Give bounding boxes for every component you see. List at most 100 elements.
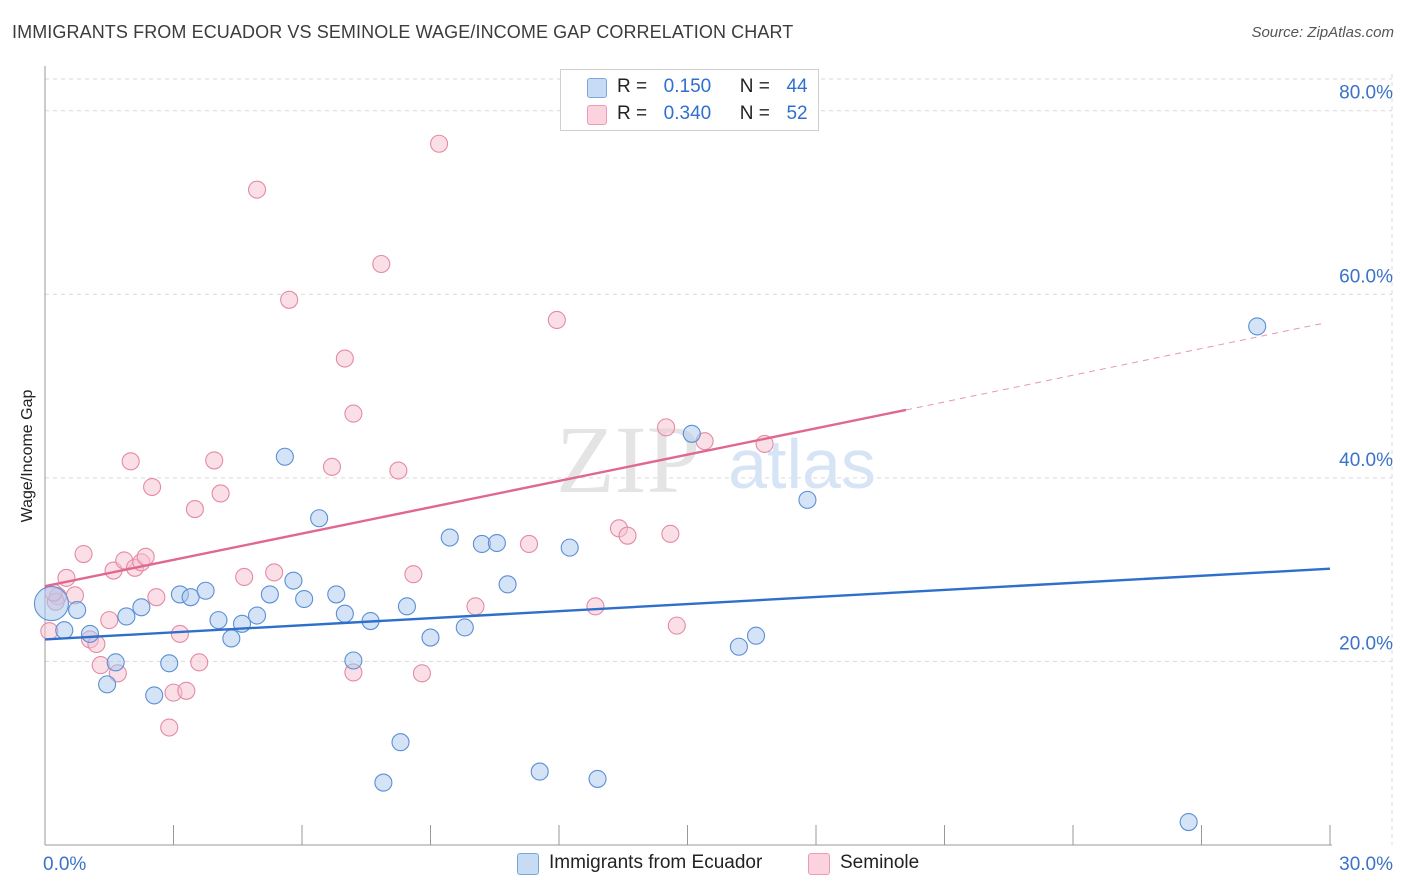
ecuador-point [209, 611, 228, 630]
seminole-point [547, 310, 566, 330]
seminole-point [100, 611, 119, 630]
x-tick-label: 30.0% [1339, 854, 1393, 875]
seminole-point [40, 622, 59, 641]
ecuador-point [560, 538, 579, 557]
seminole-point [211, 484, 230, 503]
ecuador-point [181, 588, 200, 607]
legend-label-ecuador: Immigrants from Ecuador [549, 852, 763, 873]
seminole-points [40, 134, 774, 737]
legend-swatch-ecuador [517, 853, 539, 875]
seminole-point [618, 526, 637, 545]
ecuador-point [284, 571, 303, 590]
chart-title: IMMIGRANTS FROM ECUADOR VS SEMINOLE WAGE… [12, 22, 794, 42]
seminole-point [335, 349, 354, 368]
seminole-point [185, 500, 204, 519]
ecuador-point [397, 597, 416, 616]
ecuador-point [196, 581, 215, 600]
ecuador-points [33, 317, 1267, 832]
axes [44, 66, 1332, 846]
ecuador-point [260, 585, 279, 604]
n-value: 52 [786, 103, 808, 124]
seminole-point [322, 457, 342, 476]
r-label: R = [617, 103, 648, 124]
legend-label-seminole: Seminole [840, 852, 920, 873]
seminole-point [519, 534, 539, 553]
watermark-zip: ZIP [556, 406, 700, 513]
seminole-point [661, 524, 680, 543]
ecuador-point [530, 762, 549, 781]
seminole-point [190, 653, 209, 672]
ecuador-point [440, 528, 459, 547]
seminole-point [404, 565, 423, 584]
ecuador-trend-line [44, 567, 1331, 641]
watermark-atlas: atlas [728, 425, 876, 503]
correlation-legend: R = 0.150 N = 44 R = 0.340 N = 52 [560, 69, 819, 131]
seminole-point [265, 563, 284, 582]
seminole-point [235, 567, 254, 587]
ecuador-point [421, 628, 440, 647]
tick-labels: 20.0% 40.0% 60.0% 80.0% 0.0% 30.0% [43, 83, 1393, 875]
seminole-point [177, 681, 196, 700]
ecuador-point [498, 575, 517, 594]
ecuador-point [374, 773, 393, 792]
seminole-point [667, 616, 686, 635]
ecuador-point [106, 653, 125, 672]
seminole-point [430, 134, 449, 153]
ecuador-point [798, 490, 817, 509]
seminole-point [657, 418, 676, 437]
seminole-point [344, 404, 363, 423]
seminole-point [160, 718, 179, 737]
ecuador-point [344, 651, 363, 670]
ecuador-point [33, 586, 69, 622]
y-tick-label: 20.0% [1339, 633, 1393, 654]
seminole-point [412, 664, 431, 683]
y-tick-label: 60.0% [1339, 266, 1393, 287]
seminole-point [372, 254, 391, 274]
ecuador-point [327, 585, 346, 604]
n-label: N = [739, 103, 770, 124]
seminole-point [91, 656, 110, 675]
seminole-point [121, 452, 140, 471]
y-tick-label: 80.0% [1339, 83, 1393, 104]
ecuador-point [295, 589, 314, 609]
seminole-point [170, 624, 189, 643]
source-label: Source: ZipAtlas.com [1251, 24, 1394, 41]
ecuador-point [1248, 317, 1267, 336]
y-tick-label: 40.0% [1339, 450, 1393, 471]
legend-swatch-seminole [587, 105, 607, 125]
ecuador-point [487, 533, 506, 553]
ecuador-point [588, 769, 607, 788]
r-value: 0.150 [663, 76, 712, 97]
n-label: N = [739, 76, 770, 97]
ecuador-point [117, 607, 136, 626]
seminole-trend-extension [905, 322, 1326, 411]
ecuador-point [455, 618, 474, 637]
seminole-point [389, 461, 408, 480]
ecuador-point [472, 534, 491, 553]
ecuador-point [746, 626, 766, 645]
ecuador-point [98, 675, 117, 694]
n-value: 44 [786, 76, 808, 97]
trend-lines [44, 322, 1331, 641]
gridlines [45, 74, 1393, 845]
ecuador-point [391, 733, 410, 752]
seminole-point [247, 180, 267, 199]
seminole-point [143, 477, 162, 497]
ecuador-point [275, 447, 294, 466]
ecuador-point [310, 509, 329, 528]
legend-stats-seminole: R = 0.340 N = 52 [617, 103, 808, 125]
r-value: 0.340 [663, 103, 712, 124]
ecuador-point [68, 600, 87, 620]
seminole-point [147, 588, 166, 607]
legend-stats-ecuador: R = 0.150 N = 44 [617, 76, 808, 98]
seminole-point [466, 597, 485, 616]
ecuador-point [80, 624, 100, 643]
ecuador-point [145, 686, 164, 705]
ecuador-point [247, 606, 267, 625]
seminole-point [586, 597, 605, 616]
seminole-trend-line [44, 408, 907, 588]
ecuador-point [1179, 813, 1198, 832]
series-legend: Immigrants from Ecuador Seminole [0, 852, 1406, 876]
r-label: R = [617, 76, 648, 97]
